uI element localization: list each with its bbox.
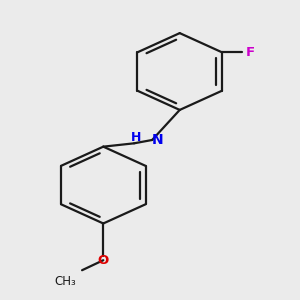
- Text: N: N: [152, 133, 164, 147]
- Text: O: O: [98, 254, 109, 267]
- Text: F: F: [245, 46, 254, 59]
- Text: H: H: [131, 131, 142, 144]
- Text: CH₃: CH₃: [54, 275, 76, 288]
